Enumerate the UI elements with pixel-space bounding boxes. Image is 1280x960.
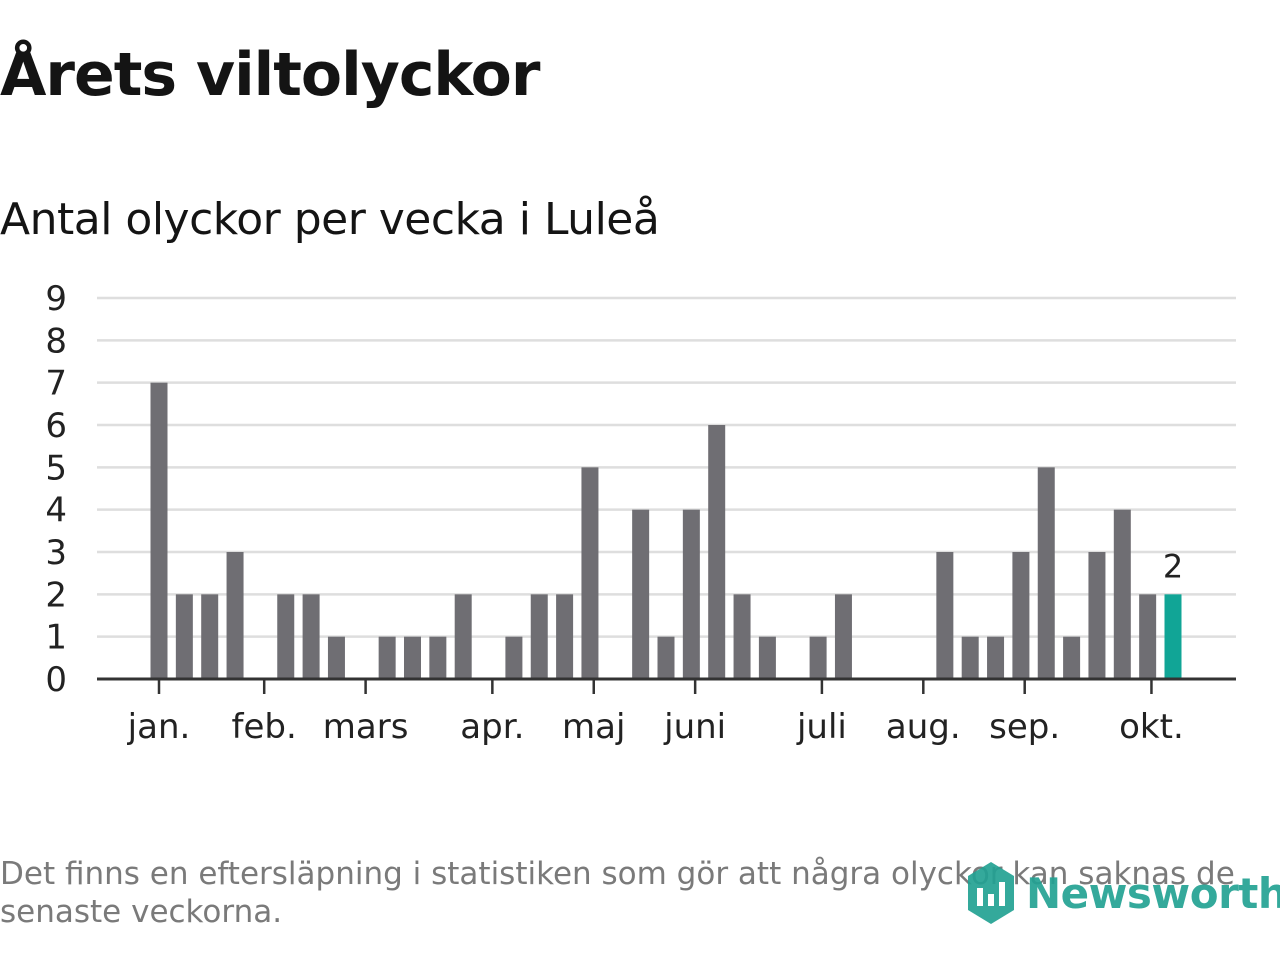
bar <box>302 594 320 679</box>
bar <box>834 594 852 679</box>
grid-lines <box>97 296 1236 638</box>
bar <box>226 552 244 679</box>
bar <box>429 636 447 679</box>
bar <box>327 636 345 679</box>
y-tick-label: 0 <box>45 660 67 700</box>
bar <box>987 636 1005 679</box>
bar <box>758 636 776 679</box>
y-tick-label: 9 <box>45 279 67 319</box>
x-tick-label: mars <box>323 707 409 747</box>
x-tick-label: sep. <box>989 707 1060 747</box>
y-tick-label: 4 <box>45 491 67 531</box>
y-tick-label: 3 <box>45 533 67 573</box>
bar <box>936 552 954 679</box>
bar <box>657 636 675 679</box>
bar <box>1012 552 1030 679</box>
chart-title: Årets viltolyckor <box>0 40 540 110</box>
bar <box>530 594 548 679</box>
bar <box>733 594 751 679</box>
bar <box>1164 594 1182 679</box>
x-tick-label: juni <box>663 707 726 747</box>
bar <box>1088 552 1106 679</box>
newsworthy-logo: Newsworthy <box>964 858 1280 928</box>
bar <box>404 636 421 679</box>
y-tick-label: 7 <box>45 364 67 404</box>
y-tick-label: 2 <box>45 575 67 615</box>
bar <box>1139 594 1157 679</box>
x-tick-label: okt. <box>1119 707 1184 747</box>
bar <box>150 382 168 679</box>
bar <box>1113 509 1131 679</box>
y-tick-label: 5 <box>45 448 67 488</box>
bar <box>175 594 193 679</box>
x-tick-label: feb. <box>232 707 297 747</box>
newsworthy-logo-text: Newsworthy <box>1026 868 1280 918</box>
bar <box>1037 467 1055 679</box>
bar <box>632 509 650 679</box>
y-tick-label: 1 <box>45 618 67 658</box>
bar <box>809 636 827 679</box>
bar <box>556 594 574 679</box>
bar <box>708 425 726 679</box>
bars <box>150 382 1182 679</box>
x-tick-label: juli <box>796 707 847 747</box>
bar <box>1063 636 1081 679</box>
x-tick-label: aug. <box>886 707 961 747</box>
bar <box>201 594 219 679</box>
y-tick-label: 8 <box>45 321 67 361</box>
chart-subtitle: Antal olyckor per vecka i Luleå <box>0 194 660 245</box>
bar <box>505 636 523 679</box>
last-value-label: 2 <box>1163 547 1183 585</box>
bar <box>378 636 396 679</box>
footnote: Det finns en eftersläpning i statistiken… <box>0 856 1235 930</box>
bar <box>454 594 472 679</box>
x-axis-ticks: jan. feb. mars apr. maj juni juli aug. sep. okt. <box>127 679 1184 747</box>
x-tick-label: maj <box>562 707 625 747</box>
newsworthy-logo-icon <box>968 862 1014 924</box>
bar <box>581 467 599 679</box>
bar <box>277 594 295 679</box>
bar <box>961 636 979 679</box>
x-tick-label: jan. <box>127 707 191 747</box>
bar <box>682 509 700 679</box>
x-tick-label: apr. <box>460 707 524 747</box>
y-tick-label: 6 <box>45 406 67 446</box>
